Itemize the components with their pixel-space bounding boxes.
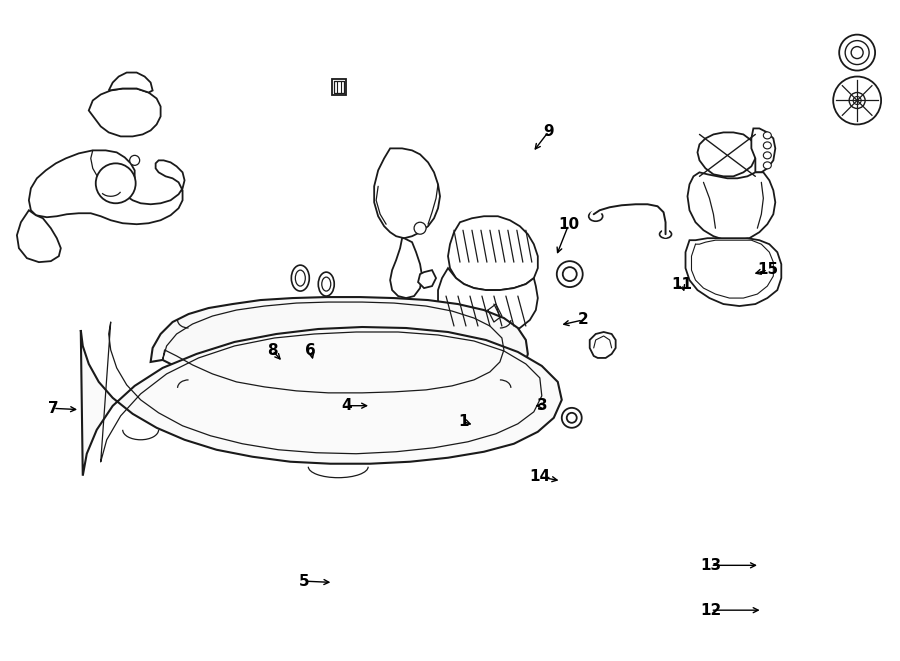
Circle shape [850,93,865,108]
Polygon shape [686,238,781,306]
Ellipse shape [295,270,305,286]
Circle shape [833,77,881,124]
Text: 11: 11 [671,277,692,292]
Polygon shape [698,132,755,176]
Text: 2: 2 [578,313,589,327]
Circle shape [853,97,861,104]
Ellipse shape [322,277,331,291]
Ellipse shape [763,162,771,169]
Text: 7: 7 [48,401,58,416]
Text: 10: 10 [558,217,579,233]
Circle shape [562,267,577,281]
Polygon shape [332,79,347,95]
Polygon shape [448,216,538,290]
Text: 8: 8 [267,343,277,358]
Polygon shape [109,73,153,93]
Circle shape [414,222,426,234]
Text: 4: 4 [341,398,352,413]
Text: 12: 12 [700,603,721,617]
Ellipse shape [319,272,334,296]
Polygon shape [418,270,436,288]
Text: 9: 9 [544,124,554,139]
Polygon shape [752,128,775,173]
Polygon shape [438,268,538,336]
Ellipse shape [763,142,771,149]
Circle shape [562,408,581,428]
Polygon shape [590,332,616,358]
Circle shape [839,34,875,71]
Text: 3: 3 [537,398,548,413]
Polygon shape [81,327,562,476]
Circle shape [567,413,577,423]
Ellipse shape [660,230,671,238]
Polygon shape [17,210,61,262]
Polygon shape [29,151,184,224]
Text: 15: 15 [758,262,778,278]
Circle shape [851,46,863,59]
Ellipse shape [763,152,771,159]
Polygon shape [89,89,160,136]
Text: 1: 1 [458,414,469,429]
Circle shape [95,163,136,204]
Polygon shape [150,297,527,400]
Polygon shape [688,173,775,240]
Polygon shape [374,148,440,238]
Ellipse shape [292,265,310,291]
Text: 14: 14 [529,469,551,485]
Ellipse shape [763,132,771,139]
Circle shape [130,155,140,165]
Text: 13: 13 [700,558,721,573]
Text: 6: 6 [305,343,316,358]
Polygon shape [390,238,422,298]
Ellipse shape [589,212,603,221]
Circle shape [557,261,582,287]
Circle shape [845,40,869,65]
Text: 5: 5 [299,574,310,589]
